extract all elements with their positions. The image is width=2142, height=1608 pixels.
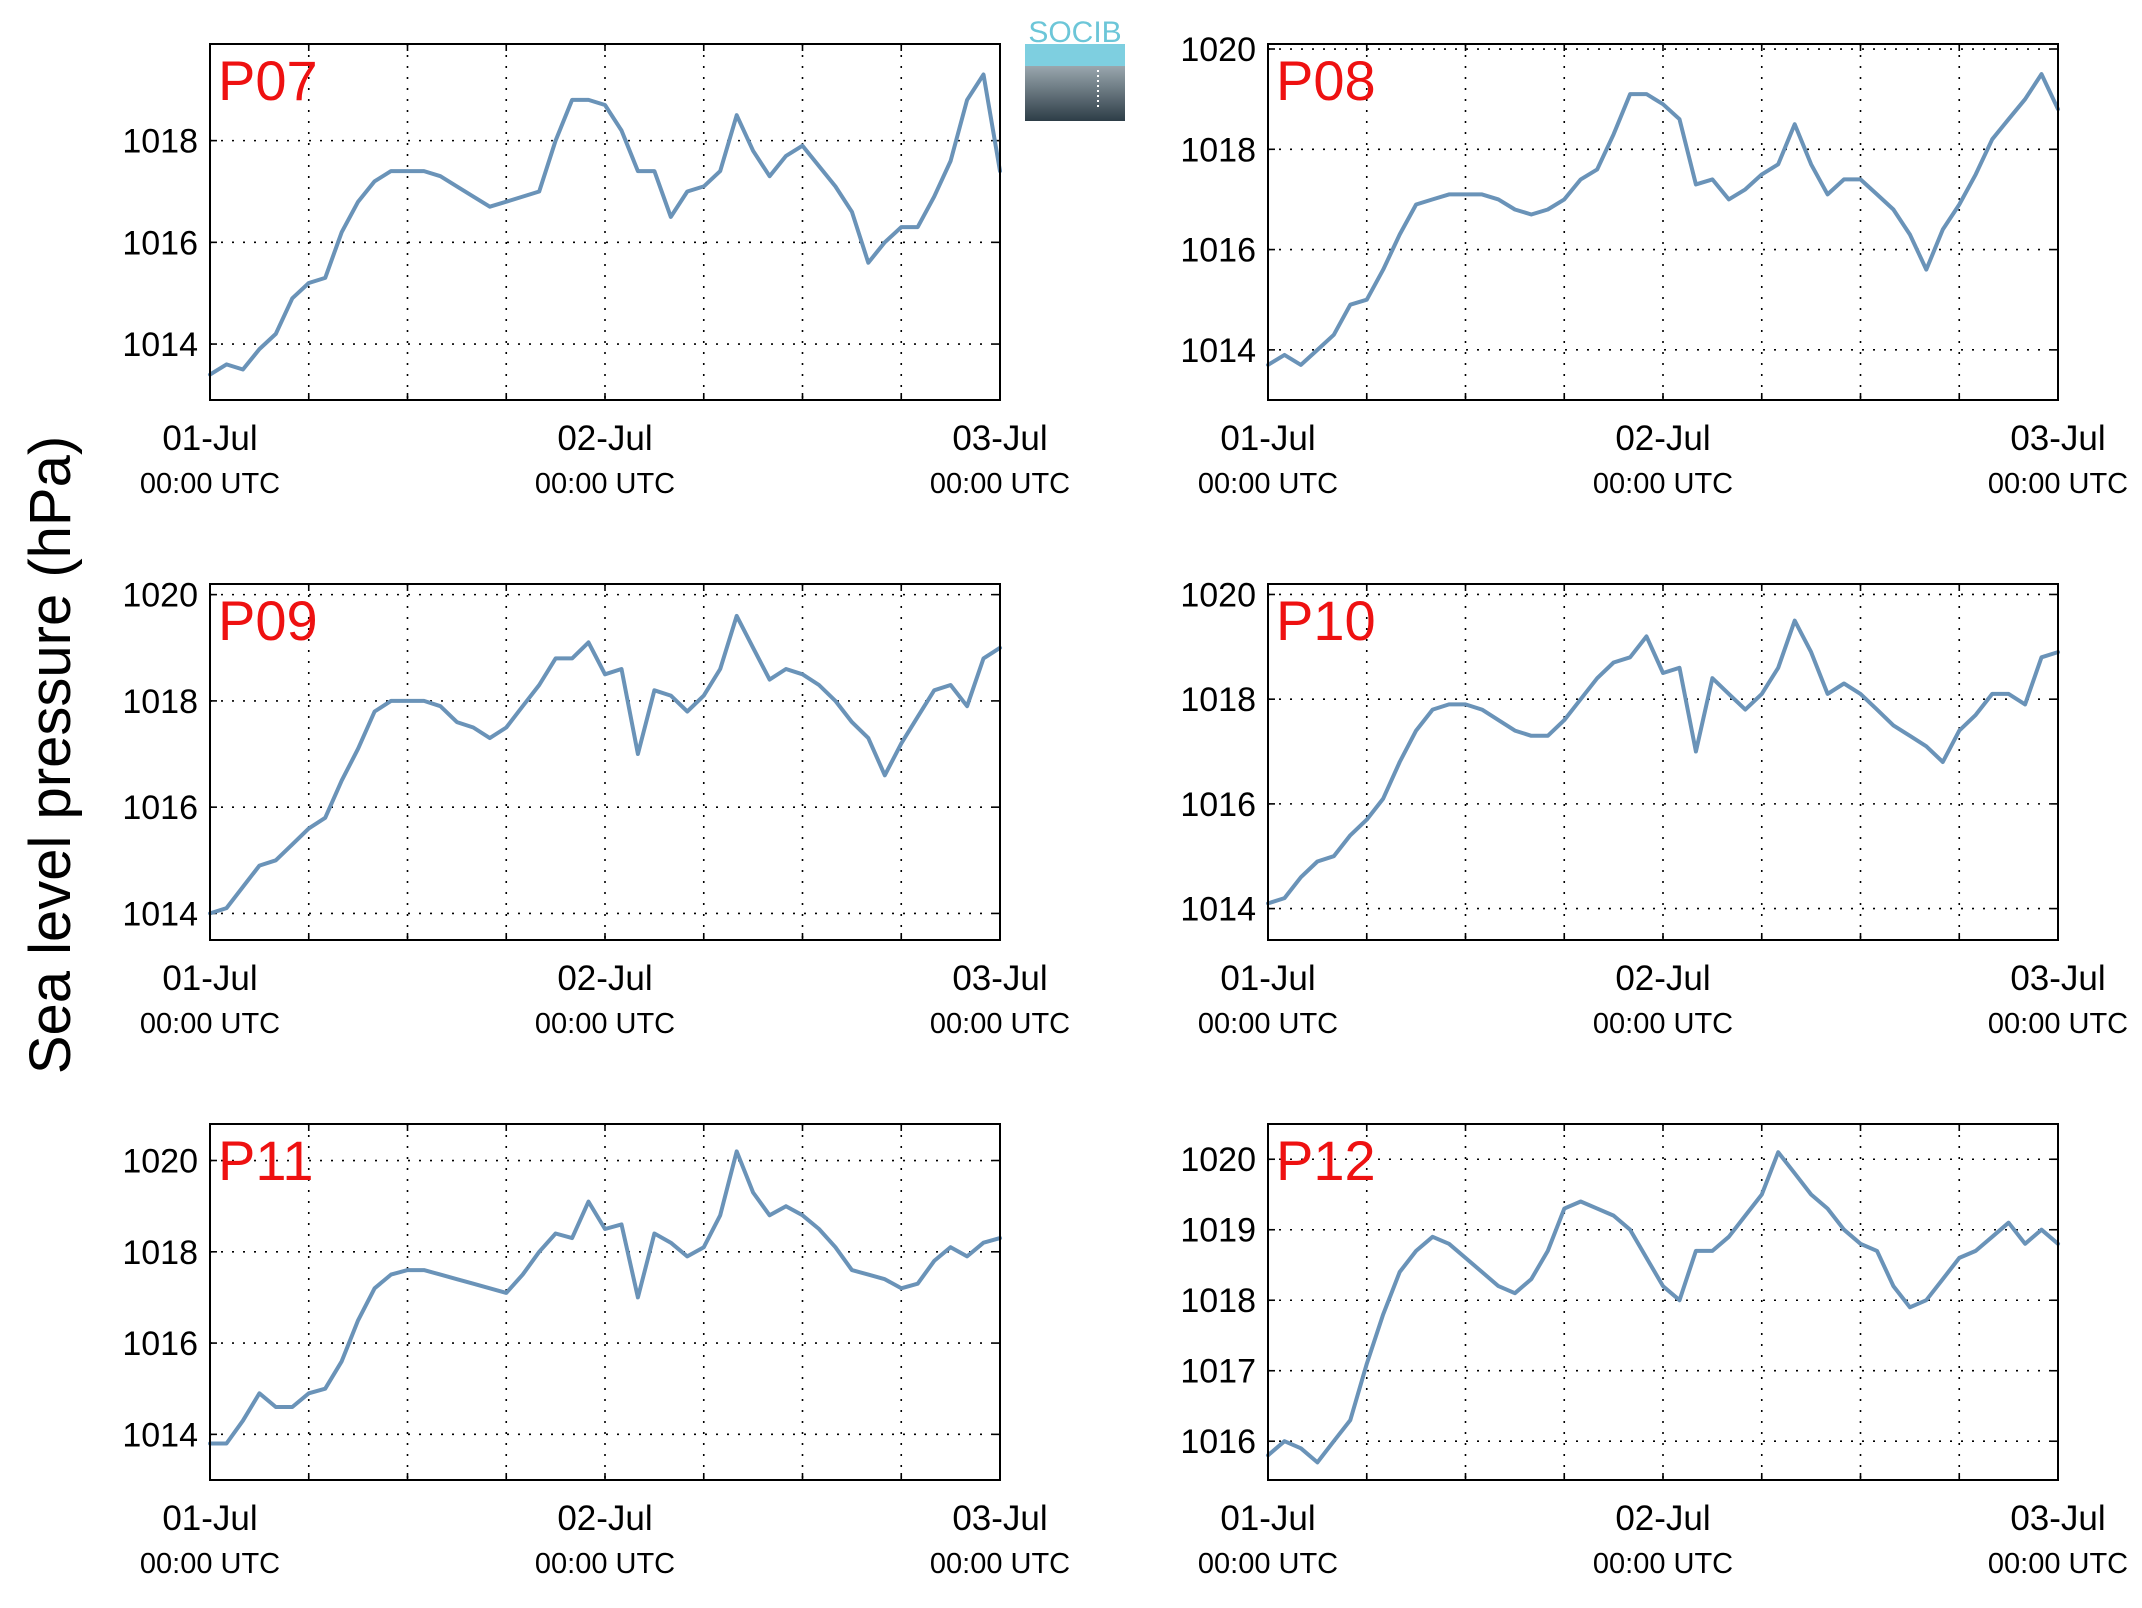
x-tick-label: 03-Jul (952, 419, 1047, 458)
chart-panel-p10: 1014 1016 1018 1020 01-Jul 00:00 UTC 02-Jul 00:… (1180, 576, 2128, 1040)
x-tick-label: 02-Jul (1615, 419, 1710, 458)
chart-panel-p09: 1014 1016 1018 1020 01-Jul 00:00 UTC 02-Jul 00:… (122, 577, 1070, 1040)
chart-panel-p11: 1014 1016 1018 1020 01-Jul 00:00 UTC 02-Jul 00:… (122, 1123, 1070, 1580)
x-tick-label: 02-Jul (557, 419, 652, 458)
plot-area-frame (1267, 1123, 2059, 1481)
y-tick-label: 1020 (1180, 1141, 1256, 1179)
y-tick-label: 1018 (122, 1234, 198, 1272)
x-tick-sublabel: 00:00 UTC (1593, 1008, 1733, 1040)
y-tick-label: 1018 (122, 123, 198, 161)
x-tick-sublabel: 00:00 UTC (1988, 468, 2128, 500)
station-label: P10 (1276, 589, 1376, 652)
y-tick-label: 1020 (1180, 31, 1256, 69)
x-tick-sublabel: 00:00 UTC (1988, 1548, 2128, 1580)
chart-panel-p07: 1014 1016 1018 01-Jul 00:00 UTC 02-Jul 00:00 U… (122, 43, 1070, 500)
y-tick-label: 1014 (122, 895, 198, 933)
x-tick-sublabel: 00:00 UTC (535, 1008, 675, 1040)
station-label: P08 (1276, 49, 1376, 112)
x-tick-sublabel: 00:00 UTC (535, 468, 675, 500)
pressure-series-line (1266, 1150, 2060, 1465)
x-tick-label: 03-Jul (952, 959, 1047, 998)
y-tick-label: 1018 (1180, 131, 1256, 169)
x-tick-sublabel: 00:00 UTC (930, 468, 1070, 500)
logo-gradient-block (1025, 66, 1125, 121)
plot-area-frame (209, 583, 1001, 941)
x-tick-label: 02-Jul (1615, 1499, 1710, 1538)
socib-logo: SOCIB (1025, 16, 1125, 121)
x-tick-sublabel: 00:00 UTC (1198, 468, 1338, 500)
station-label: P09 (218, 589, 318, 652)
station-label: P11 (218, 1129, 313, 1192)
x-tick-label: 02-Jul (1615, 959, 1710, 998)
x-tick-label: 03-Jul (2010, 959, 2105, 998)
plot-area-frame (1267, 43, 2059, 401)
y-tick-label: 1017 (1180, 1353, 1256, 1391)
station-label: P07 (218, 49, 318, 112)
x-tick-sublabel: 00:00 UTC (930, 1008, 1070, 1040)
pressure-series-line (1266, 72, 2060, 367)
y-tick-label: 1020 (122, 1143, 198, 1181)
y-tick-label: 1016 (1180, 1423, 1256, 1461)
x-tick-label: 02-Jul (557, 959, 652, 998)
pressure-series-line (208, 613, 1002, 916)
x-tick-sublabel: 00:00 UTC (140, 468, 280, 500)
x-tick-label: 02-Jul (557, 1499, 652, 1538)
x-tick-sublabel: 00:00 UTC (1593, 1548, 1733, 1580)
logo-text: SOCIB (1028, 16, 1121, 49)
x-tick-sublabel: 00:00 UTC (930, 1548, 1070, 1580)
x-tick-sublabel: 00:00 UTC (140, 1008, 280, 1040)
chart-panel-p08: 1014 1016 1018 1020 01-Jul 00:00 UTC 02-Jul 00:… (1180, 31, 2128, 500)
x-tick-sublabel: 00:00 UTC (1198, 1548, 1338, 1580)
x-tick-label: 01-Jul (162, 959, 257, 998)
y-tick-label: 1020 (122, 577, 198, 615)
y-tick-label: 1014 (122, 1416, 198, 1454)
x-tick-label: 03-Jul (2010, 1499, 2105, 1538)
y-tick-label: 1018 (1180, 1282, 1256, 1320)
x-tick-label: 01-Jul (1220, 419, 1315, 458)
y-tick-label: 1016 (1180, 232, 1256, 270)
x-tick-sublabel: 00:00 UTC (1988, 1008, 2128, 1040)
y-tick-label: 1016 (122, 224, 198, 262)
x-tick-label: 01-Jul (1220, 959, 1315, 998)
y-tick-label: 1014 (1180, 891, 1256, 929)
x-tick-sublabel: 00:00 UTC (535, 1548, 675, 1580)
x-tick-label: 01-Jul (1220, 1499, 1315, 1538)
y-tick-label: 1018 (122, 683, 198, 721)
y-tick-label: 1014 (1180, 332, 1256, 370)
y-tick-label: 1020 (1180, 576, 1256, 614)
plot-area-frame (1267, 583, 2059, 941)
y-tick-label: 1016 (1180, 786, 1256, 824)
y-tick-label: 1016 (122, 1325, 198, 1363)
x-tick-sublabel: 00:00 UTC (140, 1548, 280, 1580)
y-tick-label: 1016 (122, 789, 198, 827)
pressure-series-line (208, 1149, 1002, 1446)
x-tick-sublabel: 00:00 UTC (1593, 468, 1733, 500)
x-tick-label: 01-Jul (162, 419, 257, 458)
x-tick-label: 03-Jul (2010, 419, 2105, 458)
plot-area-frame (209, 43, 1001, 401)
x-tick-label: 03-Jul (952, 1499, 1047, 1538)
y-axis-label: Sea level pressure (hPa) (18, 436, 83, 1074)
y-tick-label: 1018 (1180, 681, 1256, 719)
y-tick-label: 1019 (1180, 1212, 1256, 1250)
pressure-series-line (208, 72, 1002, 377)
chart-panel-p12: 1016 1017 1018 1019 1020 01-Jul 00:00 UTC 02-Ju… (1180, 1123, 2128, 1580)
x-tick-sublabel: 00:00 UTC (1198, 1008, 1338, 1040)
x-tick-label: 01-Jul (162, 1499, 257, 1538)
station-label: P12 (1276, 1129, 1376, 1192)
plot-area-frame (209, 1123, 1001, 1481)
logo-top-band (1025, 44, 1125, 66)
pressure-series-line (1266, 618, 2060, 906)
y-tick-label: 1014 (122, 326, 198, 364)
